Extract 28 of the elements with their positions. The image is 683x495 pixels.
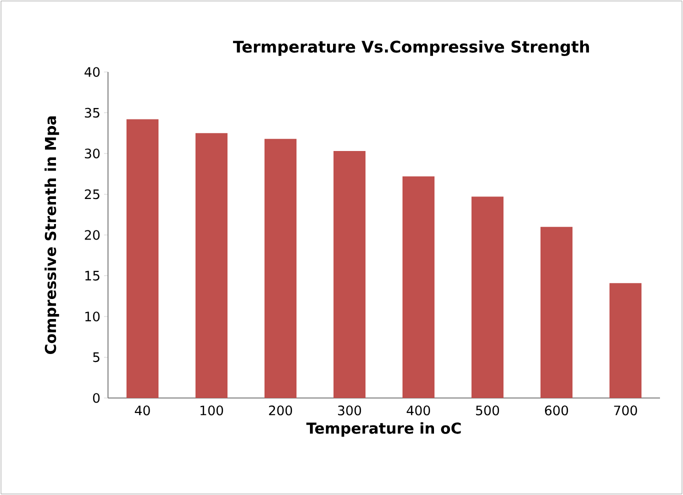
x-tick-label: 300 xyxy=(338,406,362,416)
x-tick-label: 40 xyxy=(134,406,150,416)
bar xyxy=(540,226,572,398)
chart-title: Termperature Vs.Compressive Strength xyxy=(233,40,589,56)
y-tick-label: 40 xyxy=(84,67,100,77)
x-tick-label: 100 xyxy=(200,406,224,416)
y-tick-label: 15 xyxy=(85,270,100,281)
x-tick-label: 200 xyxy=(269,406,292,416)
y-tick-label: 5 xyxy=(93,352,100,362)
x-tick-label: 400 xyxy=(406,406,430,416)
bar xyxy=(264,138,296,398)
x-tick-label: 700 xyxy=(614,406,638,416)
y-tick-label: 35 xyxy=(84,108,100,118)
x-axis-title: Temperature in oC xyxy=(306,422,461,437)
bar xyxy=(334,151,366,398)
bar xyxy=(126,119,159,398)
y-axis-title: Compressive Strenth in Mpa xyxy=(44,116,60,354)
y-tick-label: 0 xyxy=(93,393,100,403)
x-tick-label: 600 xyxy=(544,406,568,416)
y-tick-label: 30 xyxy=(84,148,100,158)
x-tick-label: 500 xyxy=(476,406,500,416)
y-tick-label: 10 xyxy=(85,312,100,322)
bar xyxy=(609,283,642,398)
bar xyxy=(402,176,434,398)
bar xyxy=(471,196,504,398)
y-tick-label: 20 xyxy=(84,230,100,240)
bar xyxy=(196,133,228,398)
y-tick-label: 25 xyxy=(84,189,100,200)
